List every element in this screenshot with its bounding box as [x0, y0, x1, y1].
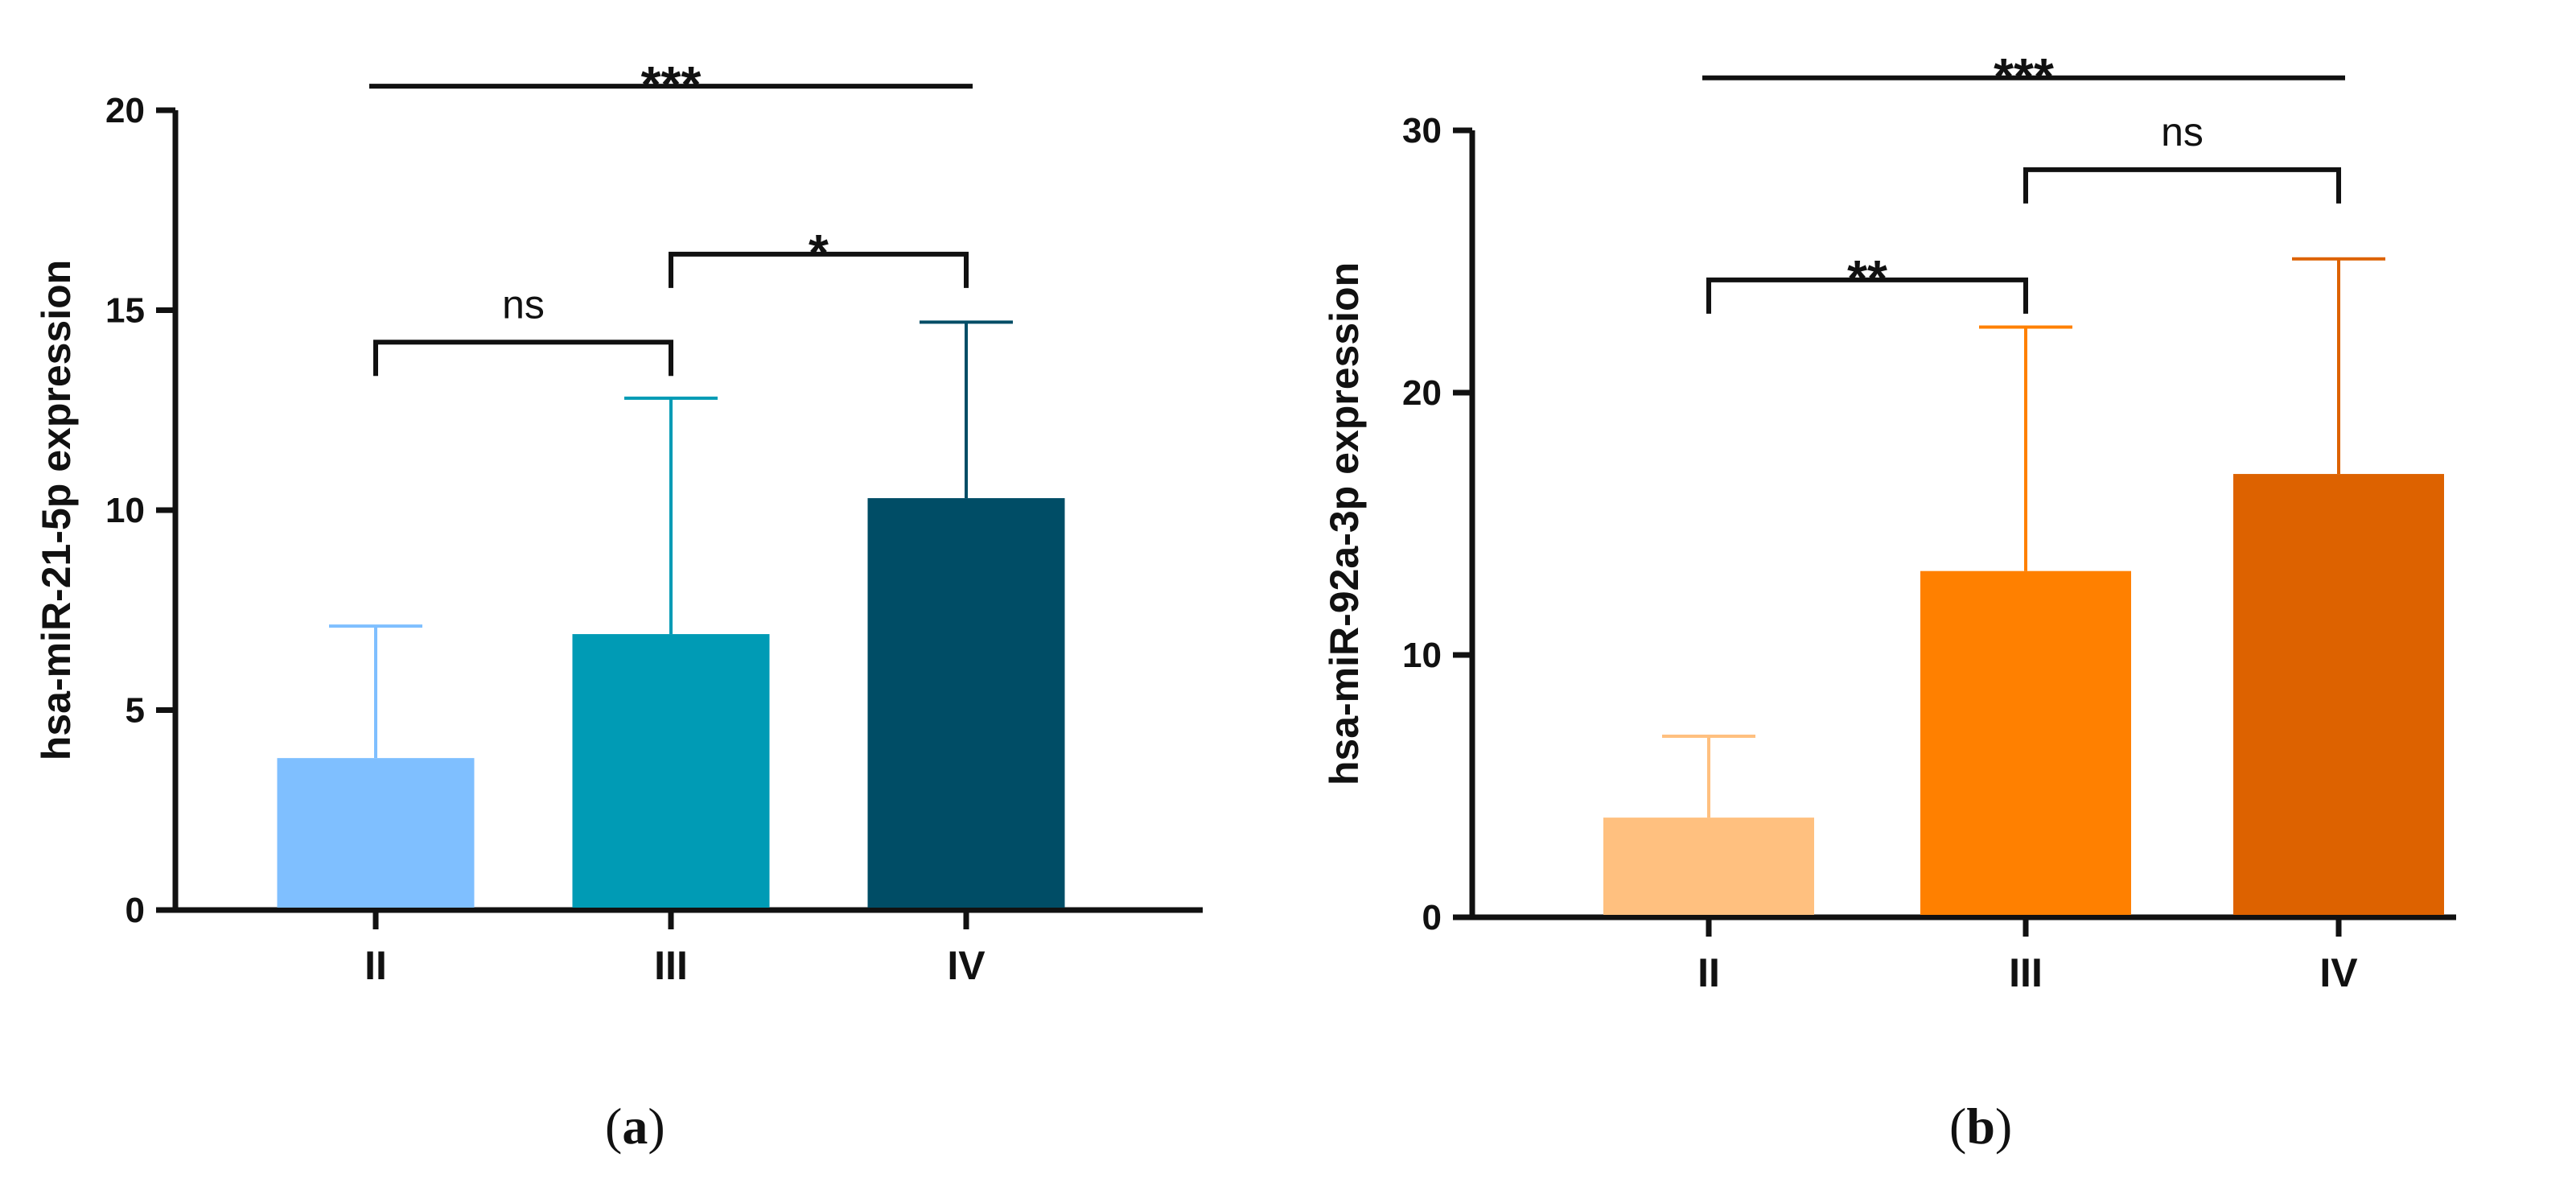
panel-caption-a: (a) [605, 1098, 665, 1155]
significance-bracket: * [669, 224, 969, 288]
significance-bracket: ns [2023, 109, 2341, 204]
x-tick-label: II [1697, 950, 1720, 995]
y-tick-label: 20 [105, 91, 145, 130]
y-axis-title: hsa-miR-21-5p expression [34, 260, 79, 760]
panel-caption-b: (b) [1949, 1098, 2013, 1155]
y-tick-label: 10 [105, 491, 145, 530]
bars [277, 498, 1065, 908]
y-tick-label: 0 [126, 891, 145, 930]
error-bar-IV [920, 320, 1013, 499]
x-tick-label: IV [947, 943, 986, 988]
y-tick-label: 20 [1402, 373, 1442, 413]
x-ticks: II III IV [364, 910, 986, 988]
y-tick-label: 5 [126, 691, 145, 731]
significance-label: *** [641, 56, 702, 113]
significance-bracket: *** [369, 56, 973, 113]
y-tick-label: 0 [1422, 898, 1442, 937]
panel-caption-letter: b [1966, 1098, 1995, 1155]
error-bar-IV [2292, 257, 2385, 475]
y-tick-label: 10 [1402, 636, 1442, 675]
x-tick-label: III [654, 943, 688, 988]
x-tick-label: III [2009, 950, 2043, 995]
significance-brackets: ** ns *** [1702, 47, 2345, 314]
significance-label: * [809, 224, 829, 282]
significance-bracket: *** [1702, 47, 2345, 105]
error-bar-II [329, 624, 422, 759]
bar-II [277, 758, 475, 908]
bar-IV [2233, 474, 2444, 915]
bar-III [1920, 570, 2131, 915]
x-tick-label: IV [2319, 950, 2358, 995]
error-bars [329, 320, 1013, 759]
significance-bracket: ** [1706, 249, 2028, 314]
x-tick-label: II [364, 943, 387, 988]
bars [1603, 474, 2444, 915]
significance-label: *** [1994, 47, 2054, 105]
error-bar-III [624, 396, 718, 635]
y-axis-title-group: hsa-miR-21-5p expression [34, 260, 79, 760]
significance-label: ns [502, 282, 545, 327]
y-axis-title: hsa-miR-92a-3p expression [1322, 262, 1367, 785]
significance-brackets: ns**** [369, 56, 973, 377]
y-ticks: 0 5 10 15 20 [105, 91, 175, 930]
bar-III [572, 634, 770, 908]
panel-caption-letter: a [622, 1098, 648, 1155]
bar-IV [867, 498, 1065, 908]
error-bar-II [1662, 735, 1755, 818]
significance-label: ns [2161, 109, 2204, 154]
significance-label: ** [1847, 249, 1887, 307]
error-bar-III [1979, 325, 2072, 571]
axes [1469, 130, 2456, 920]
y-axis-title-group: hsa-miR-92a-3p expression [1322, 262, 1367, 785]
y-tick-label: 30 [1402, 111, 1442, 150]
bar-II [1603, 818, 1814, 915]
y-tick-label: 15 [105, 291, 145, 331]
y-ticks: 0 10 20 30 [1402, 111, 1472, 937]
significance-bracket: ns [373, 282, 673, 377]
error-bars [1662, 257, 2385, 818]
x-ticks: II III IV [1697, 917, 2358, 995]
